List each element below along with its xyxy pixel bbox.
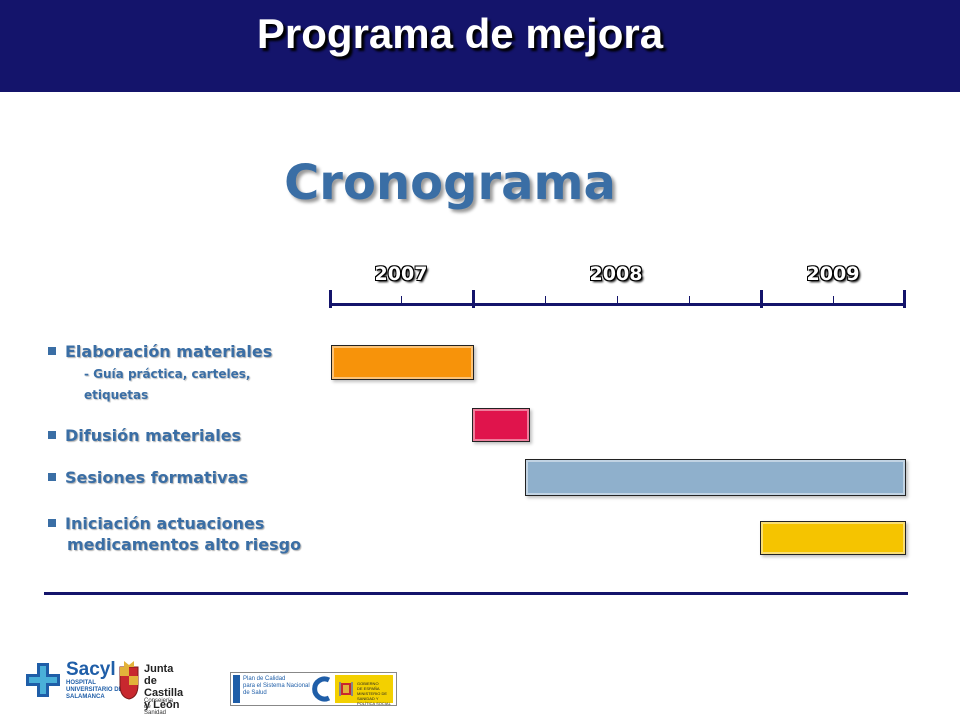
coat-of-arms-icon xyxy=(119,661,139,700)
junta-cyl-name: Junta de Castilla y León xyxy=(144,663,183,711)
sacyl-cross-icon xyxy=(26,663,60,697)
sacyl-name: Sacyl xyxy=(66,659,116,680)
bullet-icon xyxy=(48,473,56,481)
gantt-bar-sesiones xyxy=(525,459,906,496)
section-title: Cronograma xyxy=(284,155,616,211)
bullet-icon xyxy=(48,519,56,527)
bullet-icon xyxy=(48,347,56,355)
year-label-2007: 2007 xyxy=(374,263,428,285)
gantt-bar-iniciacion xyxy=(760,521,906,555)
timeline-tick-minor xyxy=(401,296,402,304)
task-label-elaboracion: Elaboración materiales xyxy=(48,341,272,362)
timeline-tick-major xyxy=(760,290,763,308)
year-label-2008: 2008 xyxy=(589,263,643,285)
ministerio-line3: MINISTERIO DE SANIDAD Y POLÍTICA SOCIAL xyxy=(357,691,391,706)
divider-line xyxy=(44,592,908,595)
junta-cyl-line2: Castilla y León xyxy=(144,687,184,711)
plan-calidad-stripe xyxy=(233,675,240,703)
task-label-text: Iniciación actuaciones xyxy=(65,514,265,533)
plan-calidad-line3: de Salud xyxy=(243,690,267,696)
timeline-tick-major xyxy=(472,290,475,308)
ministerio-logo: GOBIERNO DE ESPAÑA MINISTERIO DE SANIDAD… xyxy=(335,675,393,706)
c-emblem-icon xyxy=(312,676,331,702)
header-banner: Programa de mejora xyxy=(0,0,960,92)
timeline-tick-minor xyxy=(833,296,834,304)
task-sublabel-line1: - Guía práctica, carteles, xyxy=(84,367,251,381)
spain-arms-icon xyxy=(339,682,353,696)
footer-logos: Sacyl HOSPITAL UNIVERSITARIO DE SALAMANC… xyxy=(20,655,400,716)
plan-calidad-text: Plan de Calidad para el Sistema Nacional… xyxy=(243,676,310,697)
timeline-axis xyxy=(330,303,905,306)
task-label-iniciacion: Iniciación actuaciones medicamentos alto… xyxy=(48,513,301,555)
ministerio-text: GOBIERNO DE ESPAÑA MINISTERIO DE SANIDAD… xyxy=(357,681,393,706)
task-label-text: medicamentos alto riesgo xyxy=(67,535,302,554)
timeline-tick-minor xyxy=(617,296,618,304)
timeline-tick-minor xyxy=(545,296,546,304)
ministerio-line1: GOBIERNO xyxy=(357,681,379,686)
plan-calidad-logo: Plan de Calidad para el Sistema Nacional… xyxy=(230,672,397,706)
junta-cyl-subtitle: Consejería de Sanidad xyxy=(144,698,174,716)
gantt-bar-elaboracion xyxy=(331,345,474,380)
plan-calidad-line1: Plan de Calidad xyxy=(243,676,286,682)
bullet-icon xyxy=(48,431,56,439)
gantt-bar-difusion xyxy=(472,408,530,442)
task-label-sesiones: Sesiones formativas xyxy=(48,467,248,488)
task-label-text: Sesiones formativas xyxy=(65,468,248,487)
page-title: Programa de mejora xyxy=(256,10,664,57)
sacyl-subtitle: HOSPITAL UNIVERSITARIO DE SALAMANCA xyxy=(66,680,123,700)
task-label-text: Difusión materiales xyxy=(65,426,242,445)
timeline-tick-minor xyxy=(689,296,690,304)
year-label-2009: 2009 xyxy=(806,263,860,285)
ministerio-line2: DE ESPAÑA xyxy=(357,686,380,691)
task-label-difusion: Difusión materiales xyxy=(48,425,241,446)
plan-calidad-line2: para el Sistema Nacional xyxy=(243,683,310,689)
junta-cyl-line1: Junta de xyxy=(144,663,174,687)
timeline-tick-major xyxy=(329,290,332,308)
timeline-tick-major xyxy=(903,290,906,308)
task-sublabel-line2: etiquetas xyxy=(84,388,149,402)
task-label-text: Elaboración materiales xyxy=(65,342,273,361)
